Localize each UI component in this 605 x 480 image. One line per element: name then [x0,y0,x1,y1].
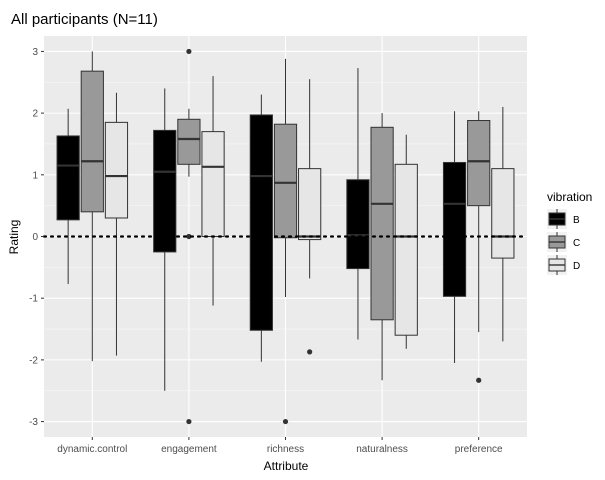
box-preference-C [467,111,491,383]
x-tick-label: naturalness [356,444,408,455]
box-dynamic.control-D [104,92,129,356]
y-tick-label: -1 [29,294,38,305]
box-body [80,70,104,213]
y-tick-label: 0 [32,232,38,243]
box-richness-B [249,94,273,362]
box-body [370,126,394,321]
x-tick-label: dynamic.control [57,444,127,455]
legend-item-D: D [547,255,580,275]
box-body [177,118,201,165]
outlier-point [186,233,192,240]
outlier-point [307,349,313,355]
y-tick-label: 1 [32,170,38,181]
legend-label: B [573,215,580,226]
box-dynamic.control-B [56,108,80,285]
y-tick-label: -3 [29,417,38,428]
box-engagement-B [153,88,177,391]
x-tick-label: richness [267,444,304,455]
legend-label: C [573,238,580,249]
y-axis-title: Rating [7,220,21,255]
legend-label: D [573,261,580,272]
y-tick-label: -2 [29,355,38,366]
axes: -3 -2 -1 0 1 2 3 dynamic.control engagement richn… [29,47,503,455]
box-naturalness-D [394,134,418,349]
box-preference-B [442,111,467,363]
x-tick-label: engagement [161,444,217,455]
legend-item-C: C [547,232,580,252]
legend: vibration B C D [547,190,592,275]
box-body [201,131,225,237]
box-body [394,163,418,336]
outlier-point [476,377,482,383]
chart-title: All participants (N=11) [11,11,158,28]
box-body [346,179,370,270]
box-layer [56,48,515,425]
legend-item-B: B [547,209,580,229]
box-body [467,120,491,207]
box-body [153,129,177,253]
x-tick-label: preference [455,444,503,455]
box-richness-D [298,79,322,355]
box-body [273,123,298,239]
box-naturalness-C [370,113,394,381]
box-body [442,161,467,297]
x-axis-title: Attribute [264,459,309,473]
box-body [298,168,322,241]
box-body [249,114,273,331]
legend-title: vibration [547,190,592,204]
box-body [491,168,515,259]
outlier-point [186,48,192,55]
box-engagement-C [177,48,201,425]
box-richness-C [273,58,298,425]
y-tick-label: 2 [32,109,38,120]
y-tick-label: 3 [32,47,38,58]
box-body [56,135,80,221]
box-naturalness-B [346,68,370,340]
box-body [104,121,129,219]
outlier-point [186,418,192,425]
outlier-point [282,418,289,425]
box-engagement-D [201,76,225,306]
